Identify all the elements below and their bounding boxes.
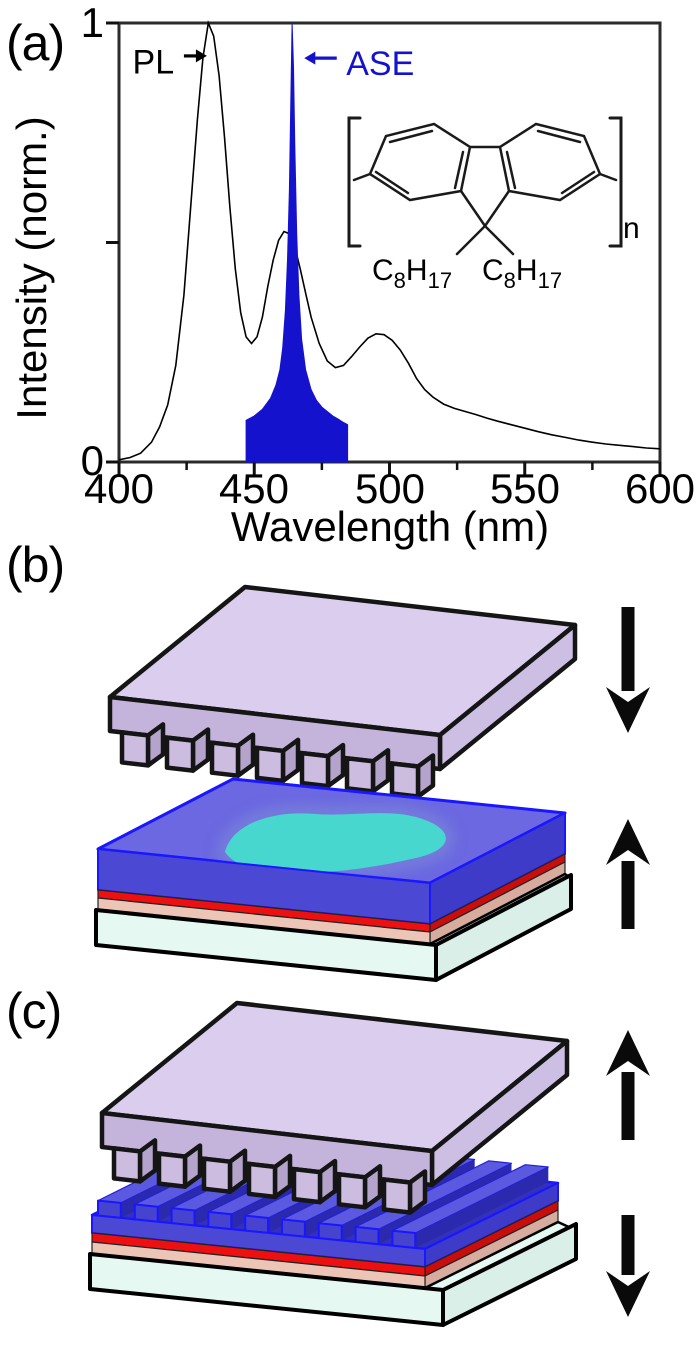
annotation-pl: PL xyxy=(133,43,175,81)
panel-label-b: (b) xyxy=(6,537,65,593)
xtick-label-500: 500 xyxy=(355,465,425,512)
stamp-tooth-front xyxy=(254,745,286,784)
imprint-press-panel xyxy=(94,584,650,982)
panel-label-c: (c) xyxy=(6,983,62,1039)
stamp-tooth-front xyxy=(246,1161,278,1200)
octyl-group-right: C8H17 xyxy=(482,254,562,293)
press-down-arrow-head xyxy=(606,687,650,733)
stamp-tooth-front xyxy=(291,1166,323,1205)
y-axis-label: Intensity (norm.) xyxy=(8,116,55,419)
imprint-stamp-b xyxy=(107,584,578,799)
pl-spectrum-curve xyxy=(118,20,661,461)
stamp-tooth-front xyxy=(209,740,241,778)
excitation-spot xyxy=(225,813,446,874)
x-axis-label: Wavelength (nm) xyxy=(231,503,549,550)
press-down-arrow-shaft xyxy=(621,607,635,691)
spectrum-panel: 1 0 400 450 500 550 600 Wavelength (nm) … xyxy=(8,0,695,550)
annotations: PL ASE xyxy=(133,43,415,82)
release-up-arrow-shaft xyxy=(621,1072,635,1140)
substrate-front-face xyxy=(94,908,438,982)
stamp-tooth-front xyxy=(389,761,421,799)
axes: 1 0 400 450 500 550 600 Wavelength (nm) … xyxy=(8,0,695,550)
left-bracket xyxy=(347,116,362,248)
stamp-front-face xyxy=(99,1110,435,1188)
ytick-label-1: 1 xyxy=(81,0,104,46)
stamp-tooth-front xyxy=(201,1156,233,1194)
spectra xyxy=(118,20,661,463)
grating-bar-side xyxy=(415,1167,549,1248)
stamp-front-face xyxy=(107,694,443,772)
substrate-front-face xyxy=(88,1252,445,1327)
octyl-group-left: C8H17 xyxy=(372,254,452,293)
stamp-tooth-front xyxy=(299,750,331,789)
stamp-tooth-front xyxy=(119,730,151,768)
release-down-arrow-shaft xyxy=(621,1215,635,1275)
xtick-label-600: 600 xyxy=(625,465,695,512)
panel-label-a: (a) xyxy=(6,15,65,71)
stamp-tooth-front xyxy=(381,1177,413,1215)
stamp-tooth-front xyxy=(156,1151,188,1189)
imprint-release-panel xyxy=(88,1000,650,1327)
xtick-label-400: 400 xyxy=(84,465,154,512)
annotation-arrow-head xyxy=(304,51,316,65)
film-stack-b xyxy=(94,777,573,982)
stamp-tooth-front xyxy=(344,756,376,794)
ase-spectrum-fill xyxy=(245,22,349,463)
annotation-arrow-head xyxy=(195,49,207,63)
imprint-stamp-c xyxy=(99,1000,570,1215)
stamp-tooth-front xyxy=(164,735,196,773)
release-down-arrow-head xyxy=(606,1271,650,1317)
stamp-tooth-front xyxy=(336,1172,368,1210)
stamp-tooth-front xyxy=(111,1146,143,1184)
right-bracket xyxy=(608,116,623,248)
repeat-unit-subscript: n xyxy=(623,212,640,245)
arrows-c xyxy=(606,1030,650,1317)
axis-ticks xyxy=(106,21,662,476)
fluorene-skeleton xyxy=(352,122,618,256)
press-up-arrow-shaft xyxy=(621,861,635,929)
ytick-label-0: 0 xyxy=(81,437,104,484)
annotation-ase: ASE xyxy=(346,45,414,83)
xtick-label-550: 550 xyxy=(490,465,560,512)
molecular-structure-inset: C8H17 C8H17 n xyxy=(347,116,640,293)
arrows-b xyxy=(606,607,650,929)
release-up-arrow-head xyxy=(606,1030,650,1076)
press-up-arrow-head xyxy=(606,819,650,865)
xtick-label-450: 450 xyxy=(219,465,289,512)
